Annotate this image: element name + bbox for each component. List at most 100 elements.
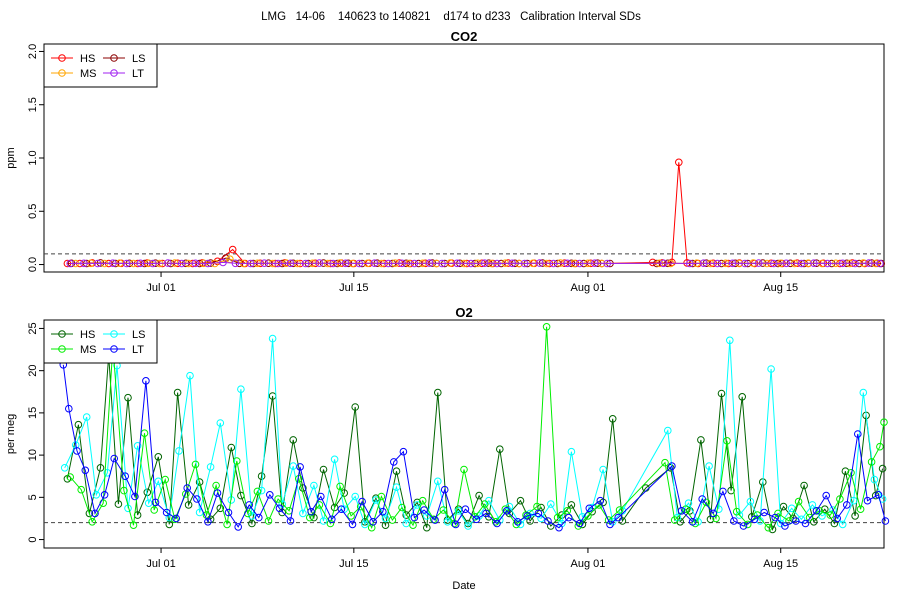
o2-series-ls-point [726,336,734,345]
co2-series-lt-point [93,259,102,268]
o2-series-hs-point [727,486,735,495]
o2-series-hs-point [779,502,788,511]
o2-series-lt-point [81,466,90,475]
o2-x-axis: Jul 01 Jul 15 Aug 01 Aug 15 [146,548,798,570]
o2-series-lt-point [183,484,191,492]
o2-legend-swatch-marker [110,345,118,353]
o2-series-lt-point [328,515,336,524]
o2-series-hs-point [717,389,726,398]
o2-series-lt-point [162,508,171,517]
o2-series-lt-point [523,512,532,520]
o2-series-ls-point [547,500,555,508]
o2-series-hs-point [851,512,859,520]
co2-y-tick-label: 1.5 [27,97,39,112]
o2-series-ms-point [223,520,231,529]
o2-series-lt-point [410,513,419,522]
o2-series-ms-point [398,503,406,512]
o2-series-lt-point [688,518,697,526]
co2-chart-title: CO2 [451,29,478,44]
co2-series-lt-point [438,259,446,268]
co2-y-axis-label: ppm [5,147,17,168]
o2-series-hs-point [299,484,307,492]
co2-series-lt-point [109,259,117,268]
o2-x-tick-label: Aug 01 [570,558,605,570]
o2-series-hs-point [475,491,483,500]
o2-legend-label-ls: LS [132,329,145,341]
o2-series-lt-point [65,404,73,413]
o2-y-tick-label: 10 [27,449,39,461]
o2-series-hs-point [558,511,566,519]
o2-y-axis: 0 5 10 15 20 25 [27,322,44,543]
o2-series-lt-point [614,513,623,522]
o2-series-lt-point [750,515,759,524]
o2-series-ls-point [237,385,245,394]
o2-series-ls-point [808,501,817,509]
o2-series-ms-point [732,507,741,516]
o2-series-ls-point [664,426,672,435]
co2-series-lt-point [122,259,131,268]
o2-series-lt-point [358,497,366,506]
o2-series-ms-point [326,519,335,528]
o2-series-lt-point [307,507,315,516]
o2-series-lt-point [142,377,150,385]
co2-series-lt-point [260,259,269,268]
o2-series-ls-point [278,500,287,508]
o2-series-hs-point [402,511,411,519]
o2-series-lt-point [451,520,460,529]
o2-series-lt-point [739,522,748,530]
o2-series-hs-point [351,403,360,411]
o2-series-ms-point [542,323,551,331]
o2-series-hs-point [173,388,182,397]
co2-series-group [63,158,886,268]
o2-series-ls-point [392,483,401,492]
co2-series-lt-point [425,259,434,267]
o2-series-lt-point [534,509,543,518]
co2-series-lt-point [480,259,489,268]
o2-series-lt-point [348,520,357,529]
o2-series-lt-point [698,495,707,503]
o2-series-hs-point [738,393,747,401]
o2-series-ls-point [186,371,194,380]
o2-series-lt-point [801,519,810,528]
o2-series-hs-point [124,393,132,402]
o2-series-ms-point [191,460,200,469]
o2-series-ls-point [599,465,607,474]
co2-series-lt-point [204,259,212,268]
co2-series-lt-point [713,259,722,268]
o2-series-hs-point [257,472,266,481]
co2-series-lt-point [876,259,884,268]
o2-series-ms-point [66,473,74,481]
o2-series-lt-point [555,523,563,532]
o2-series-ms-point [161,475,169,484]
o2-series-ms-point [315,501,324,509]
o2-series-lt-point [606,520,614,529]
o2-series-ms-point [150,506,158,514]
o2-series-ms-point [439,506,448,514]
o2-series-ls-point [299,509,307,518]
o2-series-ls-point [464,522,472,530]
co2-series-hs-point [675,158,683,167]
o2-series-ls-point [684,499,693,508]
o2-series-ls-point [454,507,463,515]
o2-series-ls-point [849,496,858,505]
co2-series-lt-point [453,259,461,268]
o2-series-lt-point [709,509,718,518]
o2-series-ls-point [330,455,339,464]
co2-series-lt-point [508,259,517,268]
co2-panel: CO2 ppm 0.0 0.5 1.0 1.5 2.0 Jul 01 Jul 15 Aug … [5,29,886,294]
o2-series-ms-point [764,523,773,532]
o2-series-ls-point [310,481,318,490]
co2-series-lt-point [591,259,599,268]
co2-series-lt-point [384,259,393,268]
o2-series-hs-point [96,464,105,472]
o2-series-lt-point [369,518,377,526]
o2-series-ms-point [212,481,220,490]
o2-legend-label-ms: MS [80,344,97,356]
o2-series-ms-point [233,457,241,465]
o2-series-lt-point [121,472,129,481]
co2-series-lt-point [728,259,737,268]
o2-legend-label-hs: HS [80,329,95,341]
o2-series-lt-point [420,506,428,514]
co2-series-lt-point [810,259,818,268]
